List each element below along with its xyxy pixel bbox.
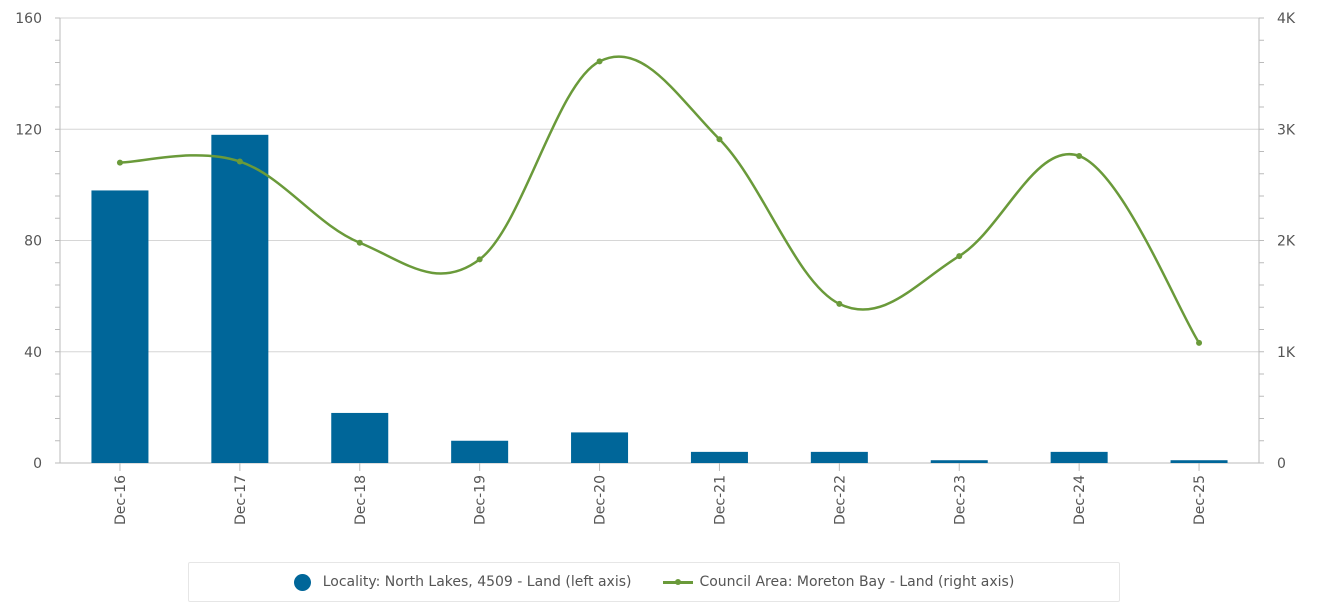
bar: [930, 460, 988, 463]
legend-label-council: Council Area: Moreton Bay - Land (right …: [699, 574, 1015, 590]
legend: Locality: North Lakes, 4509 - Land (left…: [188, 562, 1120, 602]
bar: [211, 134, 269, 463]
line-point: [116, 159, 123, 166]
y-axis-right-tick-label: 2K: [1277, 234, 1296, 250]
x-axis-tick-label: Dec-25: [1192, 475, 1208, 525]
series-line: [119, 55, 1201, 344]
x-axis-tick-label: Dec-17: [233, 475, 249, 525]
x-axis-tick-label: Dec-16: [113, 475, 129, 525]
line-point: [356, 239, 363, 246]
y-axis-left-tick-label: 40: [24, 345, 42, 361]
x-axis-tick-label: Dec-20: [593, 475, 609, 525]
x-axis-tick-label: Dec-19: [473, 475, 489, 525]
x-axis-tick-label: Dec-23: [952, 475, 968, 525]
legend-marker-locality: [293, 573, 311, 591]
line-point: [236, 158, 243, 165]
bar: [571, 432, 629, 463]
y-axis-left-tick-label: 120: [15, 122, 42, 138]
legend-label-locality: Locality: North Lakes, 4509 - Land (left…: [322, 574, 632, 590]
x-axis-tick-label: Dec-24: [1072, 475, 1088, 525]
line-point: [476, 256, 483, 263]
line-point: [716, 136, 723, 143]
x-axis-tick-label: Dec-21: [712, 475, 728, 525]
y-axis-right-tick-label: 4K: [1277, 11, 1296, 27]
bar: [1050, 451, 1108, 463]
legend-item-council[interactable]: Council Area: Moreton Bay - Land (right …: [663, 574, 1014, 590]
bar: [331, 412, 389, 463]
bar: [810, 451, 868, 463]
y-axis-left-tick-label: 0: [33, 456, 42, 472]
line-point: [1076, 152, 1083, 159]
y-axis-right-tick-label: 1K: [1277, 345, 1296, 361]
bar: [690, 451, 748, 463]
y-axis-right-tick-label: 3K: [1277, 122, 1296, 138]
bar: [1170, 460, 1228, 463]
legend-marker-council: [663, 578, 694, 585]
chart-svg: 0 40 80 120 160 0 1K 2K 3K 4K Dec-16 Dec-17 Dec-18 De…: [15, 11, 1296, 525]
line-point: [956, 253, 963, 260]
line-point: [596, 58, 603, 65]
bar: [91, 190, 149, 463]
x-axis-tick-label: Dec-22: [832, 475, 848, 525]
line-point: [836, 300, 843, 307]
y-axis-left-tick-label: 80: [24, 234, 42, 250]
y-axis-right-tick-label: 0: [1277, 456, 1286, 472]
line-point: [1196, 339, 1203, 346]
legend-item-locality[interactable]: Locality: North Lakes, 4509 - Land (left…: [293, 573, 632, 591]
y-axis-left-tick-label: 160: [15, 11, 42, 27]
x-axis-tick-label: Dec-18: [353, 475, 369, 525]
bar: [451, 440, 509, 463]
